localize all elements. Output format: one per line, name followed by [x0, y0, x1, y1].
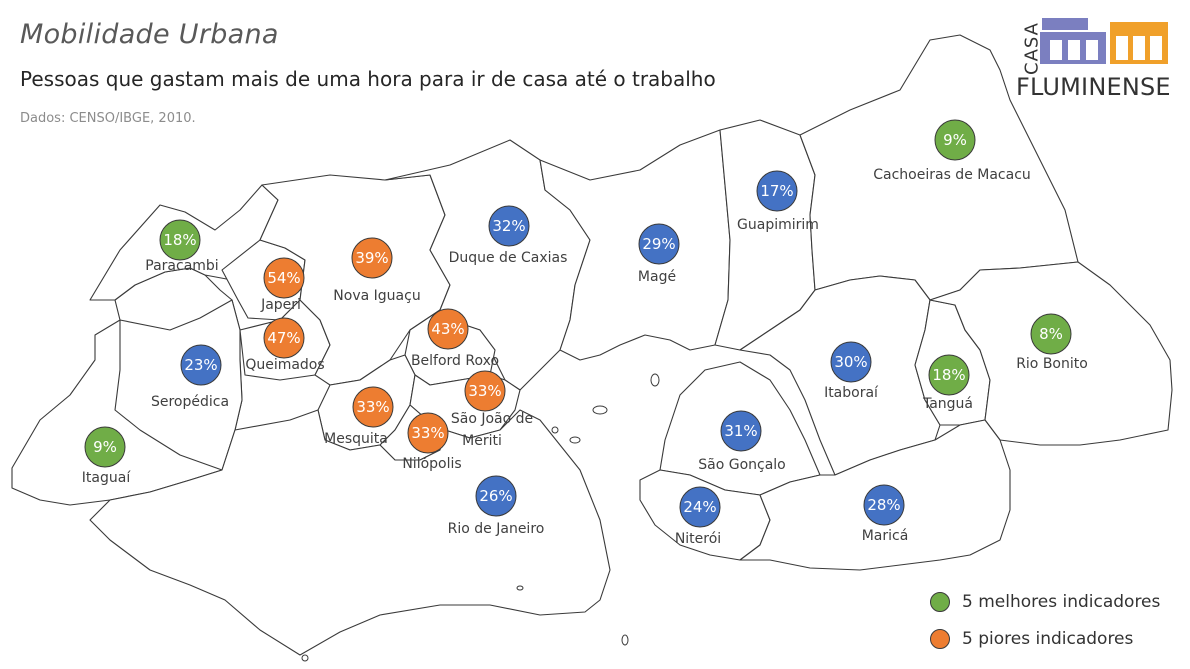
legend-label: 5 piores indicadores — [962, 629, 1134, 649]
label-rio-bonito: Rio Bonito — [1016, 356, 1088, 372]
label-duque-de-caxias: Duque de Caxias — [449, 250, 568, 266]
label-seropedica: Seropédica — [151, 394, 229, 410]
municipality-markers: 18% Paracambi 54% Japeri 39% Nova Iguaçu 32% Du… — [82, 119, 1088, 547]
label-japeri: Japeri — [260, 297, 301, 313]
marker-nova-iguacu — [351, 237, 393, 279]
marker-guapimirim — [756, 170, 798, 212]
marker-niteroi — [679, 486, 721, 528]
label-nova-iguacu: Nova Iguaçu — [333, 288, 420, 304]
marker-sao-goncalo — [720, 410, 762, 452]
marker-itaguai — [84, 426, 126, 468]
marker-duque-de-caxias — [488, 205, 530, 247]
legend: 5 melhores indicadores 5 piores indicado… — [930, 592, 1160, 666]
value-guapimirim: 17% — [760, 182, 793, 200]
value-niteroi: 24% — [683, 498, 716, 516]
label-itaborai: Itaboraí — [824, 385, 879, 401]
value-queimados: 47% — [267, 329, 300, 347]
marker-nilopolis — [407, 412, 449, 454]
label-tangua: Tanguá — [922, 396, 973, 412]
marker-seropedica — [180, 344, 222, 386]
municipality-boundaries — [11, 34, 1173, 656]
value-paracambi: 18% — [163, 231, 196, 249]
value-cachoeiras-de-macacu: 9% — [943, 131, 967, 149]
legend-dot-orange-icon — [930, 629, 950, 649]
label-itaguai: Itaguaí — [82, 470, 132, 486]
logo-house-icon — [1040, 18, 1168, 64]
marker-rio-de-janeiro — [475, 475, 517, 517]
label-paracambi: Paracambi — [145, 258, 218, 274]
label-queimados: Queimados — [245, 357, 324, 373]
label-nilopolis: Nilópolis — [402, 456, 461, 472]
marker-tangua — [928, 354, 970, 396]
value-seropedica: 23% — [184, 356, 217, 374]
marker-itaborai — [830, 341, 872, 383]
value-itaborai: 30% — [834, 353, 867, 371]
boundary-seropedica — [114, 299, 243, 471]
value-rio-bonito: 8% — [1039, 325, 1063, 343]
casa-fluminense-logo: CASA FLUMINENSE — [1010, 14, 1180, 104]
value-nova-iguacu: 39% — [355, 249, 388, 267]
value-duque-de-caxias: 32% — [492, 217, 525, 235]
value-sao-joao-de-meriti: 33% — [468, 382, 501, 400]
legend-item-worst: 5 piores indicadores — [930, 629, 1160, 649]
label-mage: Magé — [638, 269, 676, 285]
value-nilopolis: 33% — [411, 424, 444, 442]
value-tangua: 18% — [932, 366, 965, 384]
value-itaguai: 9% — [93, 438, 117, 456]
marker-marica — [863, 484, 905, 526]
map-subtitle: Pessoas que gastam mais de uma hora para… — [20, 67, 716, 91]
marker-paracambi — [159, 219, 201, 261]
value-mesquita: 33% — [356, 398, 389, 416]
label-belford-roxo: Belford Roxo — [411, 353, 499, 369]
value-belford-roxo: 43% — [431, 320, 464, 338]
marker-japeri — [263, 257, 305, 299]
marker-cachoeiras-de-macacu — [934, 119, 976, 161]
label-niteroi: Niterói — [675, 531, 721, 547]
label-sao-joao-de-meriti: São João de — [451, 411, 533, 427]
logo-word-fluminense: FLUMINENSE — [1016, 73, 1171, 101]
marker-sao-joao-de-meriti — [464, 370, 506, 412]
value-marica: 28% — [867, 496, 900, 514]
legend-item-best: 5 melhores indicadores — [930, 592, 1160, 612]
label-marica: Maricá — [862, 528, 909, 544]
marker-mage — [638, 223, 680, 265]
coastal-islets — [301, 373, 660, 662]
legend-dot-green-icon — [930, 592, 950, 612]
marker-belford-roxo — [427, 308, 469, 350]
value-mage: 29% — [642, 235, 675, 253]
marker-queimados — [263, 317, 305, 359]
data-source: Dados: CENSO/IBGE, 2010. — [20, 111, 196, 126]
marker-rio-bonito — [1030, 313, 1072, 355]
marker-mesquita — [352, 386, 394, 428]
value-sao-goncalo: 31% — [724, 422, 757, 440]
label-cachoeiras-de-macacu: Cachoeiras de Macacu — [873, 167, 1031, 183]
boundary-mage — [539, 129, 731, 361]
label-sao-joao-de-meriti: Meriti — [462, 433, 502, 449]
label-guapimirim: Guapimirim — [737, 217, 819, 233]
label-rio-de-janeiro: Rio de Janeiro — [448, 521, 545, 537]
map-title: Mobilidade Urbana — [20, 19, 279, 50]
boundary-rio-de-janeiro — [89, 409, 611, 656]
label-sao-goncalo: São Gonçalo — [698, 457, 786, 473]
value-rio-de-janeiro: 26% — [479, 487, 512, 505]
value-japeri: 54% — [267, 269, 300, 287]
label-mesquita: Mesquita — [324, 431, 388, 447]
legend-label: 5 melhores indicadores — [962, 592, 1161, 612]
